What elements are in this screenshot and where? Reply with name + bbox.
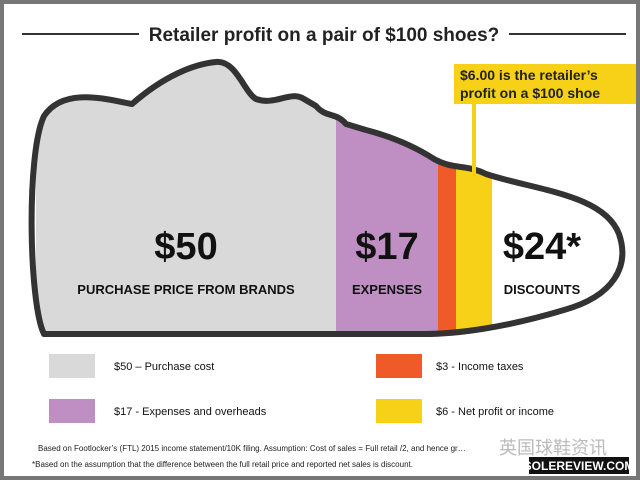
shoe-chart: Retailer profit on a pair of $100 shoes?…	[22, 25, 636, 474]
legend-swatch	[49, 354, 95, 378]
legend-label: $3 - Income taxes	[436, 361, 524, 373]
segment-2	[438, 61, 456, 334]
callout-box	[454, 64, 636, 104]
segment-0	[36, 61, 336, 334]
legend-label: $50 – Purchase cost	[114, 361, 214, 373]
chart-title: Retailer profit on a pair of $100 shoes?	[149, 25, 500, 46]
segment-label: PURCHASE PRICE FROM BRANDS	[77, 282, 295, 297]
segment-value: $24*	[503, 226, 581, 268]
legend-swatch	[376, 399, 422, 423]
callout-line-1: $6.00 is the retailer’s	[460, 67, 598, 83]
segment-value: $50	[154, 226, 217, 268]
footnote-2: *Based on the assumption that the differ…	[32, 460, 413, 469]
legend-label: $17 - Expenses and overheads	[114, 406, 267, 418]
wechat-watermark: 英国球鞋资讯	[499, 438, 607, 458]
legend-label: $6 - Net profit or income	[436, 406, 554, 418]
footnote-1: Based on Footlocker’s (FTL) 2015 income …	[38, 444, 466, 453]
segment-label: DISCOUNTS	[504, 282, 581, 297]
site-watermark: SOLEREVIEW.COM	[524, 459, 635, 473]
site-badge	[529, 457, 629, 474]
segment-value: $17	[355, 226, 418, 268]
segment-label: EXPENSES	[352, 282, 422, 297]
legend-swatch	[49, 399, 95, 423]
segment-1	[336, 61, 438, 334]
callout-line-2: profit on a $100 shoe	[460, 85, 600, 101]
shoe-outline	[28, 59, 626, 337]
legend-swatch	[376, 354, 422, 378]
